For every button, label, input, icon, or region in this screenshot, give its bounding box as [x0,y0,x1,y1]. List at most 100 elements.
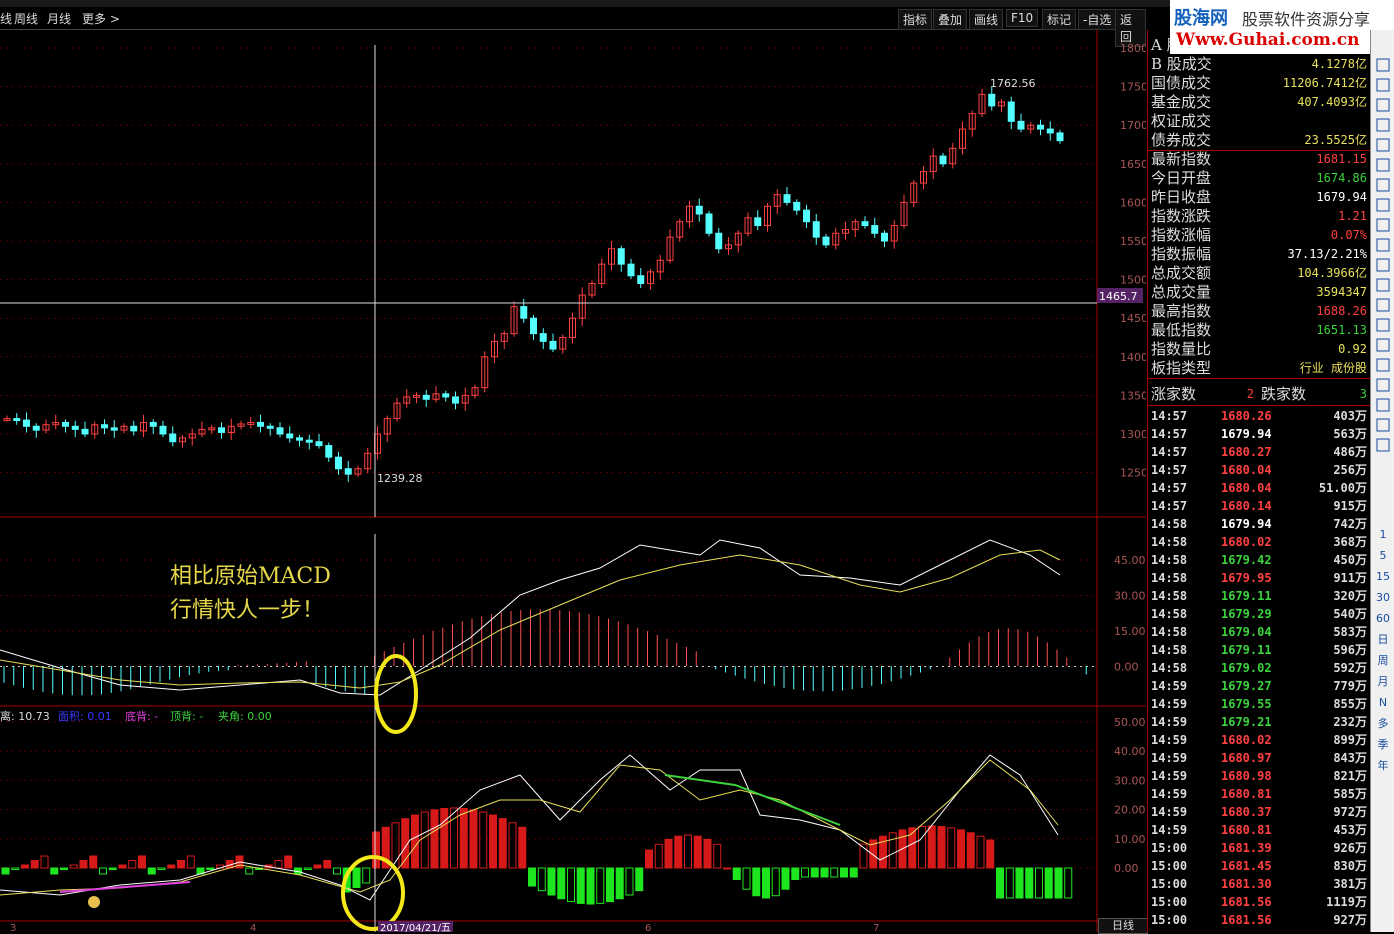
tab-daily[interactable]: 线 [0,12,13,26]
watchlist-button[interactable]: -自选 [1078,9,1117,30]
indicator-bar [450,807,458,869]
indicator-bar [635,867,644,892]
tick-time: 15:00 [1151,913,1188,927]
list-icon[interactable] [1373,78,1393,96]
stat-value: 1651.13 [1316,323,1367,337]
ind-axis-label: 40.00 [1114,745,1146,758]
f10-icon[interactable] [1373,198,1393,216]
tick-volume: 830万 [1333,859,1367,873]
candle-body [130,425,138,432]
candle-body [286,433,294,439]
arrow-down-icon[interactable] [1373,58,1393,76]
stat-value: 23.5525亿 [1304,133,1367,147]
tick-volume: 915万 [1333,499,1367,513]
tick-row: 14:59 1680.97 843万 [1151,749,1369,767]
tick-row: 14:57 1680.27 486万 [1151,443,1369,461]
stat-value: 1681.15 [1316,152,1367,166]
pen-icon[interactable] [1373,398,1393,416]
indicator-bar [89,855,98,869]
indicator-bar [771,867,780,897]
tab-monthly[interactable]: 月线 [47,12,72,26]
fz-icon[interactable] [1373,258,1393,276]
date-label-3: 6 [645,923,651,932]
indicator-bar [849,867,858,878]
up-count-label: 涨家数 [1151,385,1197,403]
candle-body [227,425,235,433]
candle-body [471,387,479,396]
candle-icon[interactable] [1373,158,1393,176]
tab-more[interactable]: 更多 > [82,12,120,26]
candle-body [861,221,869,227]
period-4[interactable]: 60 [1376,612,1390,625]
line-chart-icon[interactable] [1373,138,1393,156]
tick-price: 1680.97 [1221,751,1272,765]
panel-divider [1148,378,1371,379]
period-7[interactable]: 月 [1377,675,1389,688]
overlay-button[interactable]: 叠加 [933,9,968,30]
tick-row: 14:58 1679.11 596万 [1151,641,1369,659]
candle-body [949,147,957,165]
tab-weekly[interactable]: 周线 [14,12,39,26]
highlight-circle-macd [374,654,418,734]
period-5[interactable]: 日 [1377,633,1389,646]
period-1[interactable]: 5 [1379,549,1387,562]
period-10[interactable]: 季 [1377,738,1389,751]
indicator-bar [177,860,185,869]
table-icon[interactable] [1373,118,1393,136]
indicator-bar [762,867,770,899]
period-11[interactable]: 年 [1377,759,1389,772]
indicator-bar [674,835,683,869]
f10-button[interactable]: F10 [1006,9,1039,27]
o-icon[interactable] [1373,298,1393,316]
fs-icon[interactable] [1373,418,1393,436]
stat-row: 总成交量 3594347 [1151,283,1369,302]
indicator-bar [186,855,195,869]
tick-time: 14:59 [1151,715,1188,729]
list3-icon[interactable] [1373,438,1393,456]
tick-row: 14:57 1680.26 403万 [1151,407,1369,425]
period-6[interactable]: 周 [1377,654,1389,667]
indicator-bar [781,867,790,890]
period-8[interactable]: N [1378,696,1388,709]
tick-price: 1681.56 [1221,913,1272,927]
mark-button[interactable]: 标记 [1042,9,1077,30]
candle-body [52,421,60,426]
period-9[interactable]: 多 [1377,717,1389,730]
indicator-bar [108,867,117,870]
indicator-bar [664,838,673,869]
draw-line-button[interactable]: 画线 [969,9,1004,30]
tick-time: 14:59 [1151,769,1188,783]
stat-value: 0.07% [1330,228,1367,242]
tick-time: 15:00 [1151,859,1188,873]
indicator-bar [645,849,653,869]
period-0[interactable]: 1 [1379,528,1387,541]
indicator-bar [147,867,156,875]
indicator-bar [138,855,146,869]
period-2[interactable]: 15 [1376,570,1390,583]
doc-icon[interactable] [1373,178,1393,196]
rsi-icon[interactable] [1373,338,1393,356]
ind-axis-label: 10.00 [1114,833,1146,846]
chart3-icon[interactable] [1373,318,1393,336]
candle-body [920,171,927,184]
tick-volume: 927万 [1333,913,1367,927]
x-icon[interactable] [1373,238,1393,256]
stat-value: 0.92 [1338,342,1367,356]
dollar-icon[interactable] [1373,358,1393,376]
back-button[interactable]: 返回 [1115,9,1146,47]
period-3[interactable]: 30 [1376,591,1390,604]
indicator-bar [362,867,371,884]
doc2-icon[interactable] [1373,218,1393,236]
pct-icon[interactable] [1373,278,1393,296]
kline-chart[interactable]: 1800 1750 1700 1650 1600 1550 1500 1450 1400 1350… [0,30,1146,932]
tick-time: 14:58 [1151,643,1188,657]
move-icon[interactable] [1373,378,1393,396]
tick-price: 1679.94 [1221,427,1272,441]
indicator-button[interactable]: 指标 [898,9,933,30]
indicator-bar [537,867,546,892]
candle-body [910,182,918,203]
stat-value: 37.13/2.21% [1287,247,1367,261]
candlesticks [3,86,1064,482]
tick-volume: 403万 [1333,409,1367,423]
list2-icon[interactable] [1373,98,1393,116]
